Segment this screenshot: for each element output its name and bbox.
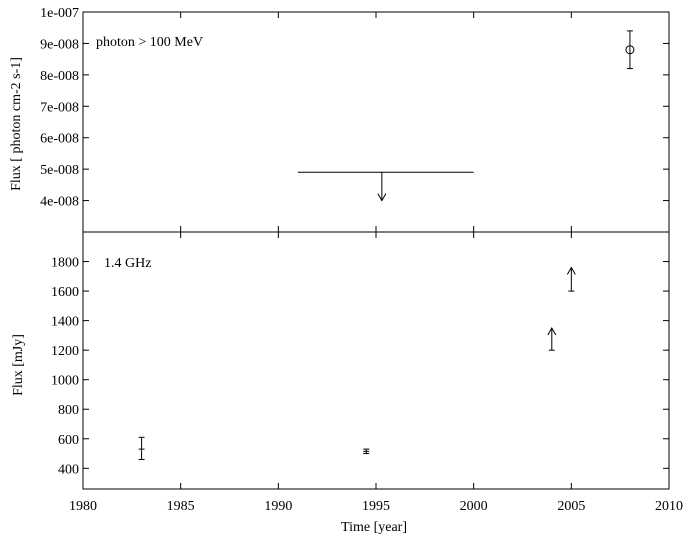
x-tick-label: 1985: [167, 499, 195, 514]
x-tick-label: 2005: [557, 499, 585, 514]
radio-plot-frame: [82, 231, 670, 490]
x-tick-label: 2010: [655, 499, 683, 514]
radio-y-tick-label: 800: [58, 403, 79, 418]
radio-data-point: [363, 448, 370, 455]
gamma-y-tick-label: 5e-008: [40, 163, 79, 178]
x-tick-label: 1990: [264, 499, 292, 514]
gamma-y-tick-label: 7e-008: [40, 100, 79, 115]
radio-y-tick-label: 1600: [51, 285, 79, 300]
gamma-point-marker: [625, 45, 635, 55]
radio-y-tick-label: 1000: [51, 374, 79, 389]
radio-data-point: [138, 436, 145, 460]
radio-y-tick-label: 1200: [51, 344, 79, 359]
gamma-y-tick-label: 9e-008: [40, 37, 79, 52]
radio-y-tick-label: 600: [58, 433, 79, 448]
gamma-upper-limit-arrowhead: [377, 193, 387, 202]
radio-lower-limit-arrowhead: [547, 326, 557, 336]
radio-y-tick-label: 1400: [51, 315, 79, 330]
gamma-data-point: [625, 30, 635, 70]
radio-flux-panel: 1.4 GHz Flux [mJy] Time [year] 400 600 800…: [11, 231, 683, 535]
gamma-y-tick-label: 8e-008: [40, 69, 79, 84]
gamma-ray-flux-panel: photon > 100 MeV Flux [ photon cm-2 s-1]…: [9, 6, 670, 233]
radio-y-tick-label: 1800: [51, 256, 79, 271]
x-axis-label: Time [year]: [341, 520, 407, 535]
x-tick-label: 1980: [69, 499, 97, 514]
x-tick-label: 1995: [362, 499, 390, 514]
x-tick-label: 2000: [460, 499, 488, 514]
radio-lower-limit-arrowhead: [566, 266, 576, 275]
gamma-y-tick-label: 1e-007: [40, 6, 79, 21]
gamma-y-tick-label: 4e-008: [40, 195, 79, 210]
radio-lower-limit: [547, 326, 557, 351]
radio-y-axis-label: Flux [mJy]: [11, 334, 26, 396]
gamma-energy-annotation: photon > 100 MeV: [96, 35, 203, 50]
radio-y-tick-label: 400: [58, 462, 79, 477]
radio-frequency-annotation: 1.4 GHz: [104, 256, 151, 271]
radio-lower-limit: [566, 266, 576, 292]
gamma-y-tick-label: 6e-008: [40, 132, 79, 147]
gamma-upper-limit: [297, 171, 474, 202]
gamma-y-axis-label: Flux [ photon cm-2 s-1]: [9, 57, 24, 191]
